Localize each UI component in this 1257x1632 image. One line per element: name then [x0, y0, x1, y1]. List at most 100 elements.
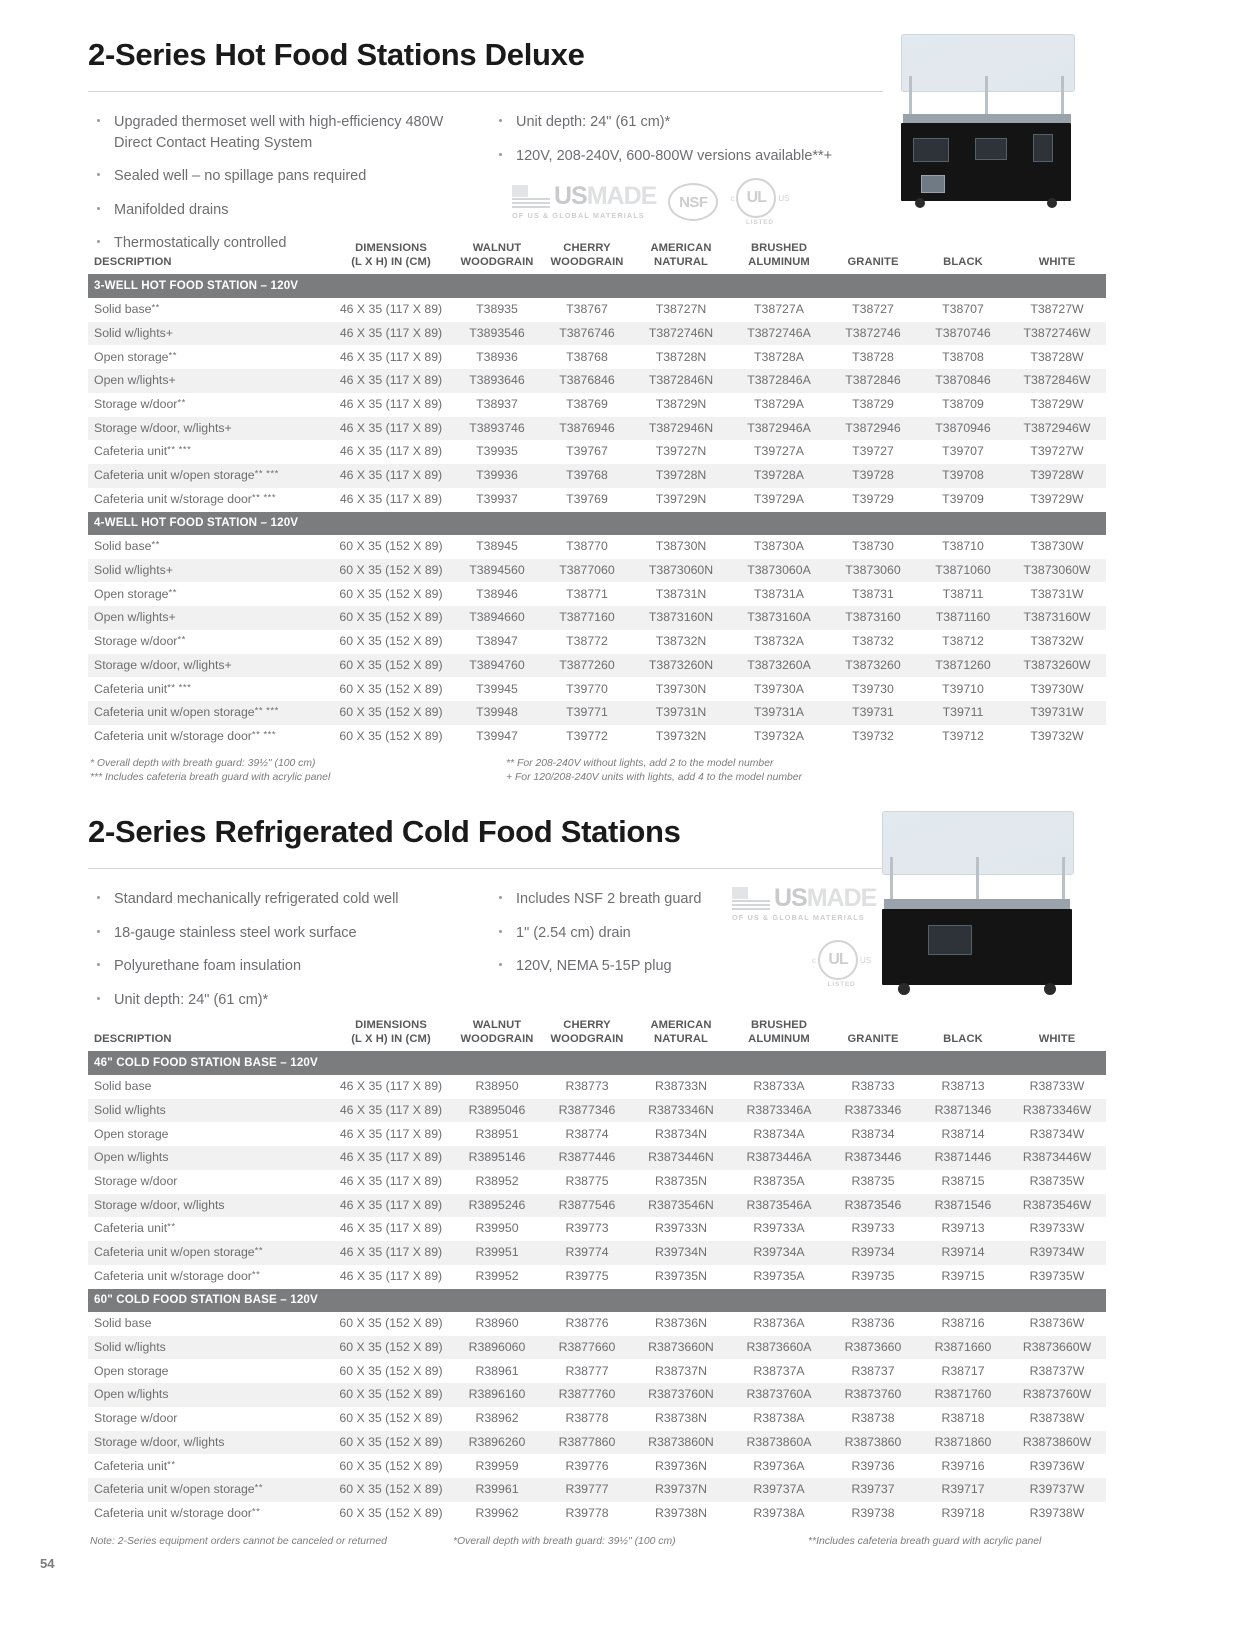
- table-row: Storage w/door, w/lights+ 46 X 35 (117 X …: [88, 416, 1106, 441]
- row-model-number: R38736A: [753, 1316, 805, 1331]
- row-model-number: T39945: [476, 681, 518, 696]
- table-row: Solid base** 46 X 35 (117 X 89) T38935 T387…: [88, 298, 1106, 322]
- row-model-number: T39732W: [1030, 729, 1084, 744]
- row-model-number: T38946: [476, 586, 518, 601]
- ul-listed-text: LISTED: [827, 981, 856, 988]
- footnote-overall-depth: * Overall depth with breath guard: 39½" …: [90, 757, 316, 769]
- page-title-hot: 2-Series Hot Food Stations Deluxe: [88, 37, 585, 72]
- column-header-white: WHITE: [1038, 255, 1076, 268]
- row-model-number: T39728A: [730, 464, 828, 488]
- row-model-number: T38945: [476, 539, 518, 554]
- row-model-number: R3877860: [542, 1430, 632, 1455]
- row-model-number: R3873660N: [632, 1335, 730, 1360]
- table-row: Open w/lights 46 X 35 (117 X 89) R3895146 R…: [88, 1146, 1106, 1170]
- row-dimensions: 46 X 35 (117 X 89): [330, 369, 452, 393]
- row-model-number: R3873446A: [730, 1146, 828, 1170]
- row-dimensions: 46 X 35 (117 X 89): [339, 491, 443, 506]
- row-model-number: T38712: [942, 634, 984, 649]
- row-dimensions: 46 X 35 (117 X 89): [339, 397, 443, 412]
- row-model-number: R3873760: [828, 1383, 918, 1407]
- row-model-number: T3872846N: [632, 369, 730, 393]
- row-model-number: T3876746: [542, 321, 632, 346]
- row-dimensions: 46 X 35 (117 X 89): [330, 1098, 452, 1123]
- column-header-walnut-woodgrain: WALNUT WOODGRAIN: [460, 1019, 534, 1045]
- row-model-number: R39962: [475, 1506, 519, 1521]
- row-model-number: T3877260: [542, 653, 632, 678]
- row-model-number: T39769: [566, 491, 608, 506]
- row-model-number: R38777: [565, 1363, 609, 1378]
- feature-bullet: 1" (2.54 cm) drain: [494, 923, 894, 944]
- table-row: Cafeteria unit w/storage door** 46 X 35 (…: [88, 1265, 1106, 1289]
- row-dimensions: 46 X 35 (117 X 89): [339, 1268, 443, 1283]
- row-model-number: T39727A: [754, 444, 804, 459]
- row-model-number: T3873160: [828, 606, 918, 630]
- table-row: Solid base** 60 X 35 (152 X 89) T38945 T387…: [88, 535, 1106, 559]
- row-description: Solid w/lights: [88, 1335, 330, 1360]
- row-model-number: T39732: [852, 729, 894, 744]
- ul-logo-cold: c UL US LISTED: [812, 940, 871, 988]
- row-model-number: R39737A: [730, 1478, 828, 1502]
- row-model-number: T39730: [852, 681, 894, 696]
- row-model-number: T3873060W: [1008, 558, 1106, 583]
- table-row: Open w/lights 60 X 35 (152 X 89) R3896160 R…: [88, 1383, 1106, 1407]
- row-dimensions: 60 X 35 (152 X 89): [339, 1458, 443, 1473]
- row-model-number: R38735W: [1029, 1174, 1085, 1189]
- row-model-number: T3870746: [918, 321, 1008, 346]
- row-model-number: R39773: [565, 1221, 609, 1236]
- feature-bullet: Upgraded thermoset well with high-effici…: [92, 112, 482, 153]
- row-model-number: R38736: [851, 1316, 895, 1331]
- row-model-number: R3877660: [542, 1335, 632, 1360]
- table-row: Storage w/door 60 X 35 (152 X 89) R38962 R3…: [88, 1407, 1106, 1431]
- row-model-number: T3870946: [918, 416, 1008, 441]
- row-model-number: T38936: [476, 349, 518, 364]
- row-dimensions: 46 X 35 (117 X 89): [339, 1126, 443, 1141]
- row-model-number: T3872946W: [1008, 416, 1106, 441]
- feature-column-left-hot: Upgraded thermoset well with high-effici…: [92, 112, 482, 267]
- row-model-number: T38768: [566, 349, 608, 364]
- row-model-number: R39713: [941, 1221, 985, 1236]
- column-header-black: BLACK: [943, 1032, 983, 1045]
- row-model-number: R3873860A: [730, 1430, 828, 1455]
- row-model-number: T39728: [828, 464, 918, 488]
- american-flag-icon: [512, 184, 550, 209]
- row-model-number: T3894560: [452, 558, 542, 583]
- table-row: Storage w/door, w/lights 46 X 35 (117 X 8…: [88, 1193, 1106, 1218]
- row-model-number: T38730A: [754, 539, 804, 554]
- row-model-number: R39716: [941, 1458, 985, 1473]
- row-model-number: R39734: [828, 1241, 918, 1265]
- row-model-number: R39733A: [753, 1221, 805, 1236]
- row-model-number: T39937: [476, 491, 518, 506]
- feature-bullet: 120V, 208-240V, 600-800W versions availa…: [494, 146, 894, 167]
- row-model-number: T3873060N: [632, 558, 730, 583]
- row-model-number: T39732N: [655, 729, 707, 744]
- table-body-cold: 46" COLD FOOD STATION BASE – 120V Solid b…: [88, 1051, 1106, 1525]
- table-header-row: DESCRIPTION DIMENSIONS (L X H) IN (CM) W…: [88, 242, 1106, 274]
- table-row: Storage w/door** 46 X 35 (117 X 89) T38937…: [88, 393, 1106, 417]
- row-model-number: T39730N: [655, 681, 707, 696]
- table-row: Cafeteria unit w/open storage** *** 60 X …: [88, 701, 1106, 725]
- row-model-number: T38731: [852, 586, 894, 601]
- row-model-number: T3876946: [542, 416, 632, 441]
- row-model-number: R38735N: [655, 1174, 707, 1189]
- ul-c-mark: c: [812, 955, 816, 965]
- row-model-number: T39768: [542, 464, 632, 488]
- row-model-number: R3873346: [828, 1098, 918, 1123]
- row-description: Storage w/door**: [94, 634, 186, 649]
- row-model-number: T39731A: [730, 701, 828, 725]
- table-group-header: 3-WELL HOT FOOD STATION – 120V: [88, 274, 1106, 298]
- row-model-number: R38737A: [753, 1363, 805, 1378]
- table-row: Cafeteria unit w/storage door** *** 46 X …: [88, 488, 1106, 512]
- row-model-number: R38737W: [1029, 1363, 1085, 1378]
- row-dimensions: 46 X 35 (117 X 89): [339, 1079, 443, 1094]
- row-model-number: R38737: [851, 1363, 895, 1378]
- row-model-number: T3893546: [452, 321, 542, 346]
- certification-logos-cold: USMADE OF US & GLOBAL MATERIALS: [732, 884, 877, 922]
- row-model-number: R3873546W: [1008, 1193, 1106, 1218]
- us-made-us-text: US: [774, 884, 808, 912]
- row-model-number: R39738A: [753, 1506, 805, 1521]
- row-model-number: R3877546: [542, 1193, 632, 1218]
- row-model-number: T3876846: [542, 369, 632, 393]
- row-model-number: T39730A: [754, 681, 804, 696]
- row-model-number: R39952: [475, 1268, 519, 1283]
- row-model-number: T38730: [852, 539, 894, 554]
